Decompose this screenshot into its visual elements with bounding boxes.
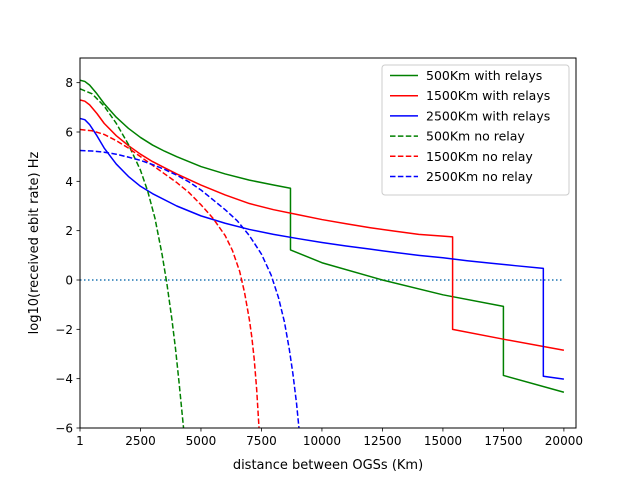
legend-label-2: 1500Km with relays xyxy=(426,88,550,103)
y-tick-label: −6 xyxy=(55,422,73,436)
x-tick-label: 7500 xyxy=(246,434,277,448)
x-tick-label: 1 xyxy=(76,434,84,448)
x-tick-label: 10000 xyxy=(303,434,341,448)
y-tick-label: 8 xyxy=(65,76,73,90)
y-tick-label: 4 xyxy=(65,175,73,189)
legend-label-4: 500Km no relay xyxy=(426,129,525,144)
legend: 500Km with relays 1500Km with relays 2500K… xyxy=(381,64,570,196)
y-tick-label: 2 xyxy=(65,224,73,238)
y-tick-label: −4 xyxy=(55,372,73,386)
legend-label-1: 500Km with relays xyxy=(426,68,542,83)
legend-items: 500Km with relays 1500Km with relays 2500K… xyxy=(390,68,550,184)
y-axis-ticks: −6 −4 −2 0 2 4 6 8 xyxy=(55,76,80,436)
series-layer xyxy=(80,79,565,428)
series-line-2 xyxy=(80,99,565,352)
y-axis-label: log10(received ebit rate) Hz xyxy=(27,152,42,335)
x-tick-label: 5000 xyxy=(186,434,217,448)
x-tick-label: 15000 xyxy=(424,434,462,448)
legend-label-5: 1500Km no relay xyxy=(426,149,533,164)
x-tick-label: 2500 xyxy=(125,434,156,448)
x-tick-label: 20000 xyxy=(545,434,583,448)
series-line-4 xyxy=(80,88,185,428)
x-axis-ticks: 1 2500 5000 7500 10000 12500 15000 17500 20000 xyxy=(76,428,583,448)
axes-frame xyxy=(79,57,577,429)
y-tick-label: 0 xyxy=(65,274,73,288)
series-line-6 xyxy=(80,149,300,428)
series-line-1 xyxy=(80,79,565,393)
y-tick-label: 6 xyxy=(65,126,73,140)
x-axis-label: distance between OGSs (Km) xyxy=(233,458,423,473)
y-tick-label: −2 xyxy=(55,323,73,337)
legend-label-3: 2500Km with relays xyxy=(426,108,550,123)
series-line-5 xyxy=(80,128,260,428)
x-tick-label: 12500 xyxy=(363,434,401,448)
x-tick-label: 17500 xyxy=(484,434,522,448)
legend-label-6: 2500Km no relay xyxy=(426,169,533,184)
legend-box xyxy=(381,64,570,196)
